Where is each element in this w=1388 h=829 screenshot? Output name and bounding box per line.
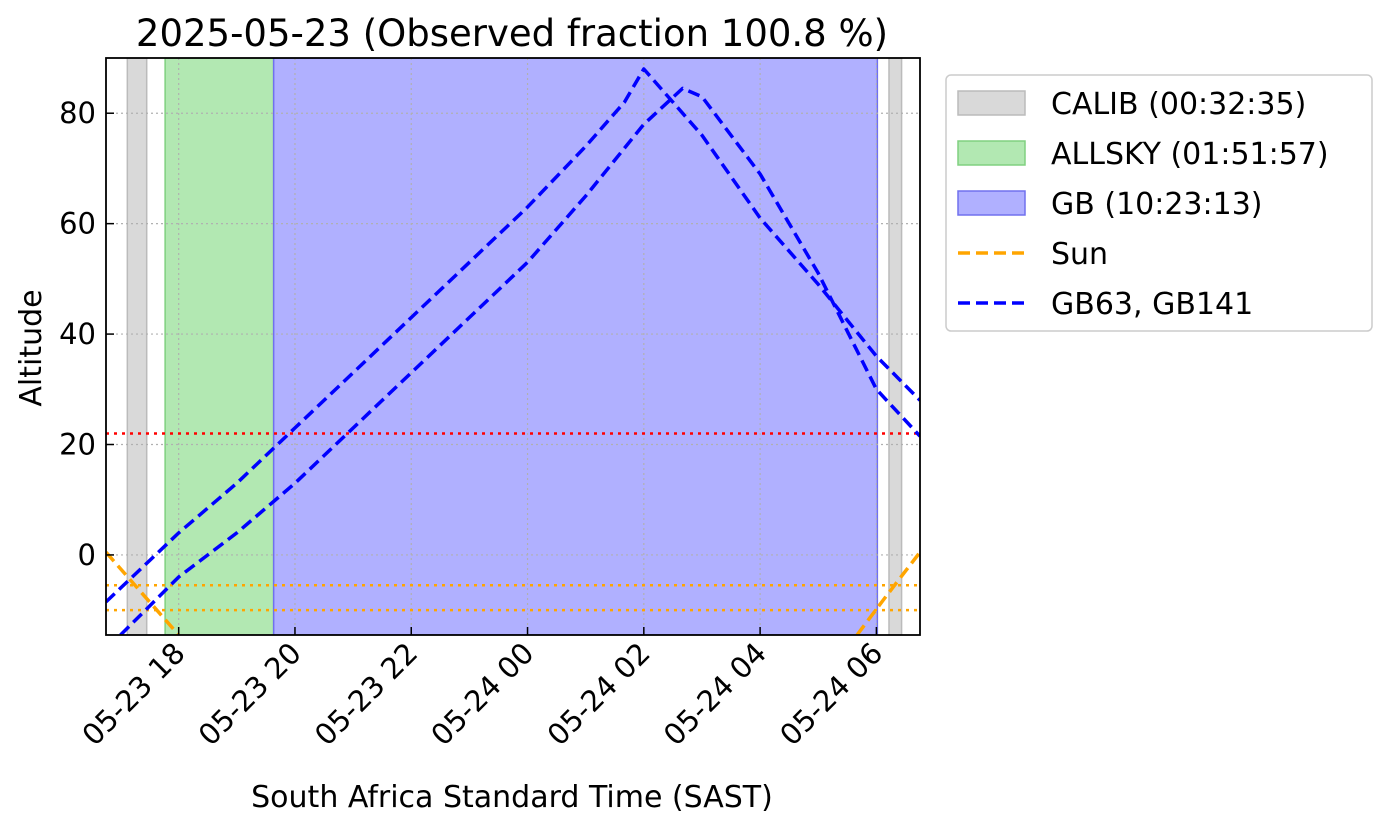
y-tick-label-4: 80: [59, 96, 96, 130]
series-lines: [106, 67, 920, 635]
grid: [106, 58, 920, 635]
legend-label-allsky-01-51-57: ALLSKY (01:51:57): [1051, 137, 1329, 172]
legend: CALIB (00:32:35) ALLSKY (01:51:57) GB (10:…: [945, 74, 1373, 332]
y-axis-label: Altitude: [14, 289, 49, 406]
y-tick-label-0: 0: [78, 538, 96, 572]
legend-label-gb63-gb141: GB63, GB141: [1051, 287, 1253, 322]
legend-swatch-gb-10-23-13: [957, 190, 1026, 216]
series-line-sun-0: [106, 551, 181, 635]
chart-title: 2025-05-23 (Observed fraction 100.8 %): [136, 12, 888, 55]
legend-swatch-allsky-01-51-57: [957, 140, 1026, 166]
series-line-gb63-gb141-2: [106, 67, 920, 604]
x-axis-label: South Africa Standard Time (SAST): [251, 780, 773, 815]
interval-band-2-0: [272, 58, 879, 635]
x-tick-label-6: 05-24 06: [773, 636, 889, 752]
legend-label-sun: Sun: [1051, 237, 1108, 272]
x-tick-label-4: 05-24 02: [541, 636, 657, 752]
legend-label-calib-00-32-35: CALIB (00:32:35): [1051, 87, 1306, 122]
legend-label-gb-10-23-13: GB (10:23:13): [1051, 187, 1263, 222]
interval-band-1-0: [164, 58, 275, 635]
x-tick-label-3: 05-24 00: [424, 636, 540, 752]
x-tick-label-0: 05-23 18: [75, 636, 191, 752]
x-tick-label-1: 05-23 20: [192, 636, 308, 752]
interval-band-0-0: [126, 58, 148, 635]
plot-frame: [105, 57, 921, 636]
legend-box: [945, 74, 1373, 332]
y-tick-label-3: 60: [59, 207, 96, 241]
interval-bands: [126, 58, 903, 635]
legend-swatch-calib-00-32-35: [957, 90, 1026, 116]
y-tick-label-2: 40: [59, 317, 96, 351]
interval-band-0-1: [888, 58, 903, 635]
y-tick-label-1: 20: [59, 428, 96, 462]
x-tick-label-5: 05-24 04: [657, 636, 773, 752]
series-line-gb63-gb141-3: [119, 86, 920, 635]
x-tick-label-2: 05-23 22: [308, 636, 424, 752]
